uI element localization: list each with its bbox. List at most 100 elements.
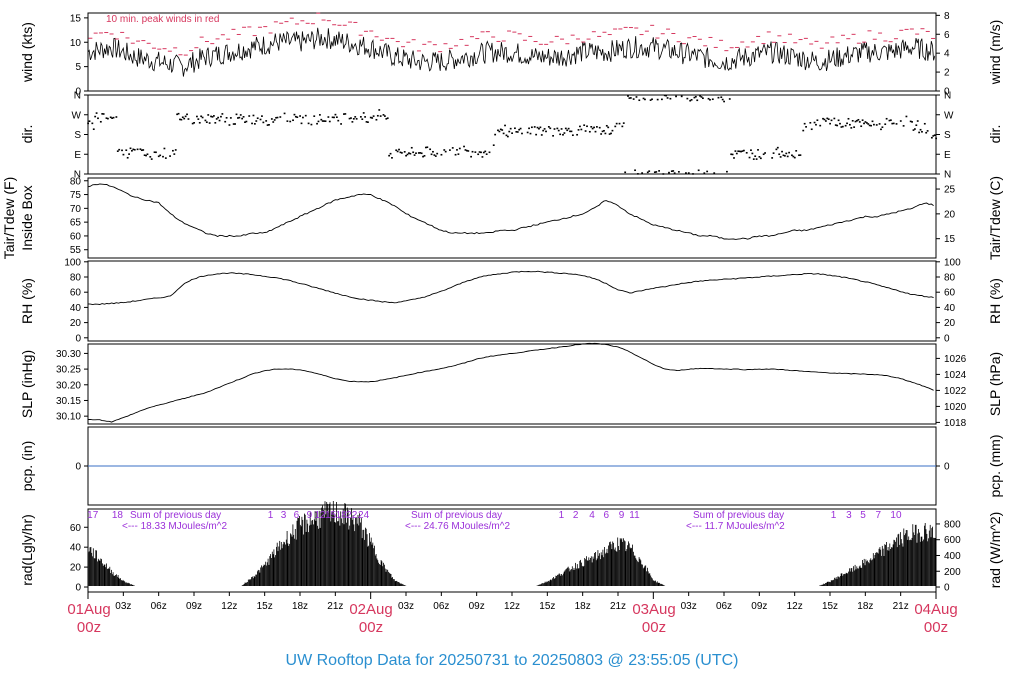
radiation-bar <box>647 567 648 586</box>
radiation-bar <box>388 571 389 586</box>
radiation-bar <box>583 565 585 586</box>
wind-direction-point <box>649 99 652 101</box>
radiation-bar <box>624 541 626 586</box>
slp-left-tick-label: 30.25 <box>56 365 81 376</box>
radiation-bar <box>257 571 258 586</box>
rad-hour-mark: 5 <box>860 510 866 521</box>
wind-direction-point <box>873 123 875 126</box>
wind-direction-point <box>273 119 276 121</box>
radiation-bar <box>548 581 550 586</box>
wind-direction-point <box>601 130 604 133</box>
radiation-bar <box>567 566 569 586</box>
wind-direction-point <box>506 135 509 138</box>
radiation-bar <box>929 524 931 586</box>
wind-direction-point <box>179 118 181 121</box>
radiation-bar <box>390 574 392 586</box>
radiation-bar <box>559 574 561 586</box>
radiation-bar <box>590 558 591 586</box>
radiation-bar <box>872 553 874 586</box>
wind-direction-point <box>389 152 392 155</box>
wind-direction-point <box>198 121 201 124</box>
wind-direction-point <box>164 157 167 159</box>
radiation-bar <box>911 537 913 586</box>
radiation-bar <box>560 575 562 586</box>
radiation-bar <box>565 569 567 586</box>
temp-left-tick-label: 65 <box>70 218 82 229</box>
wind-direction-point <box>385 118 388 120</box>
wind-direction-point <box>583 124 586 126</box>
wind-direction-point <box>253 123 256 125</box>
peak-wind-note: 10 min. peak winds in red <box>106 14 219 25</box>
rad-hour-mark: 18 <box>336 510 348 521</box>
wind-direction-point <box>636 173 639 175</box>
wind-direction-point <box>501 129 504 131</box>
wind-direction-point <box>930 136 933 139</box>
radiation-bar <box>610 544 612 586</box>
wind-direction-point <box>434 155 437 157</box>
slp-right-label: SLP (hPa) <box>987 352 1003 416</box>
radiation-bar <box>343 524 345 586</box>
wind-direction-point <box>105 117 108 119</box>
radiation-bar <box>374 545 375 586</box>
radiation-bar <box>102 563 103 586</box>
radiation-bar <box>96 550 97 586</box>
radiation-bar <box>402 584 404 586</box>
dir-left-tick-label: N <box>74 170 81 181</box>
radiation-bar <box>878 548 880 586</box>
wind-direction-point <box>611 129 614 132</box>
radiation-bar <box>267 558 269 586</box>
radiation-bar <box>118 577 120 586</box>
wind-direction-point <box>673 172 676 174</box>
radiation-bar <box>318 510 320 586</box>
radiation-bar <box>636 559 638 586</box>
radiation-bar <box>935 531 937 586</box>
wind-direction-point <box>478 151 481 153</box>
radiation-bar <box>649 573 651 586</box>
wind-direction-point <box>826 117 829 120</box>
radiation-bar <box>359 513 360 586</box>
radiation-bar <box>281 548 283 586</box>
radiation-bar <box>570 569 572 586</box>
wind-direction-point <box>634 169 636 172</box>
wind-direction-point <box>348 117 351 120</box>
wind-direction-point <box>408 152 410 154</box>
radiation-bar <box>299 516 300 586</box>
radiation-bar <box>910 539 911 586</box>
radiation-bar <box>545 582 547 586</box>
wind-direction-point <box>102 113 105 115</box>
wind-direction-point <box>902 125 905 127</box>
temp-left-tick-label: 70 <box>70 204 82 215</box>
dir-right-label: dir. <box>987 125 1003 144</box>
radiation-bar <box>247 582 248 586</box>
radiation-bar <box>393 579 395 586</box>
rad-hour-mark: 1 <box>831 510 837 521</box>
radiation-bar <box>881 545 883 586</box>
wind-direction-point <box>317 120 320 123</box>
wind-direction-point <box>343 113 345 115</box>
radiation-bar <box>393 579 394 586</box>
wind-direction-point <box>642 97 645 100</box>
wind-direction-point <box>412 151 415 154</box>
radiation-bar <box>893 539 895 586</box>
wind-direction-point <box>628 97 631 99</box>
hour-tick-label: 18z <box>857 601 873 612</box>
hour-tick-label: 15z <box>539 601 555 612</box>
slp-right-tick-label: 1026 <box>944 354 967 365</box>
wind-direction-point <box>742 149 745 152</box>
radiation-bar <box>603 557 605 586</box>
wind-direction-point <box>703 172 706 174</box>
radiation-bar <box>862 560 863 586</box>
radiation-bar <box>132 584 134 586</box>
wind-direction-point <box>91 122 94 125</box>
wind-direction-point <box>150 158 153 160</box>
wind-direction-point <box>458 147 461 150</box>
wind-direction-point <box>132 148 135 151</box>
radiation-bar <box>656 582 657 586</box>
wind-direction-point <box>220 115 222 118</box>
radiation-bar <box>880 549 882 586</box>
slp-left-tick-label: 30.10 <box>56 412 81 423</box>
wind-direction-point <box>139 148 142 150</box>
wind-direction-point <box>870 124 872 127</box>
radiation-bar <box>246 582 248 586</box>
temp-right-tick-label: 15 <box>944 234 956 245</box>
